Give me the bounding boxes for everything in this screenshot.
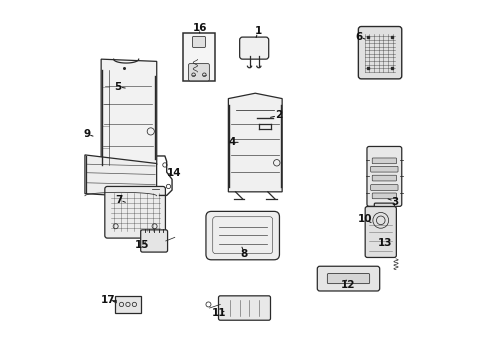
Text: 10: 10 [357, 215, 371, 224]
Text: 2: 2 [274, 111, 282, 121]
FancyBboxPatch shape [115, 296, 141, 313]
Text: 6: 6 [355, 32, 362, 41]
FancyBboxPatch shape [188, 64, 209, 81]
FancyBboxPatch shape [370, 185, 397, 190]
Text: 1: 1 [254, 26, 261, 36]
FancyBboxPatch shape [205, 211, 279, 260]
Text: 5: 5 [114, 82, 122, 92]
FancyBboxPatch shape [370, 166, 397, 172]
FancyBboxPatch shape [192, 36, 205, 48]
FancyBboxPatch shape [358, 27, 401, 79]
Text: 12: 12 [341, 280, 355, 290]
FancyBboxPatch shape [141, 230, 167, 252]
FancyBboxPatch shape [371, 193, 396, 199]
Bar [183, 33, 215, 81]
Text: 3: 3 [391, 197, 398, 207]
FancyBboxPatch shape [365, 207, 396, 257]
FancyBboxPatch shape [239, 37, 268, 59]
FancyBboxPatch shape [326, 274, 369, 284]
Text: 15: 15 [134, 240, 148, 250]
FancyBboxPatch shape [104, 186, 165, 238]
Text: 16: 16 [192, 23, 206, 33]
Text: 17: 17 [101, 295, 115, 305]
FancyBboxPatch shape [218, 296, 270, 320]
Text: 9: 9 [83, 129, 90, 139]
Text: 4: 4 [228, 138, 235, 147]
Text: 14: 14 [167, 168, 182, 178]
FancyBboxPatch shape [371, 175, 396, 181]
Text: 11: 11 [212, 309, 226, 318]
Text: 8: 8 [241, 248, 247, 258]
Text: 13: 13 [377, 238, 392, 248]
FancyBboxPatch shape [371, 158, 396, 164]
Polygon shape [85, 155, 156, 198]
Text: 7: 7 [115, 195, 122, 205]
Polygon shape [228, 93, 282, 192]
FancyBboxPatch shape [373, 203, 394, 216]
FancyBboxPatch shape [317, 266, 379, 291]
Polygon shape [101, 59, 157, 170]
FancyBboxPatch shape [366, 147, 401, 206]
